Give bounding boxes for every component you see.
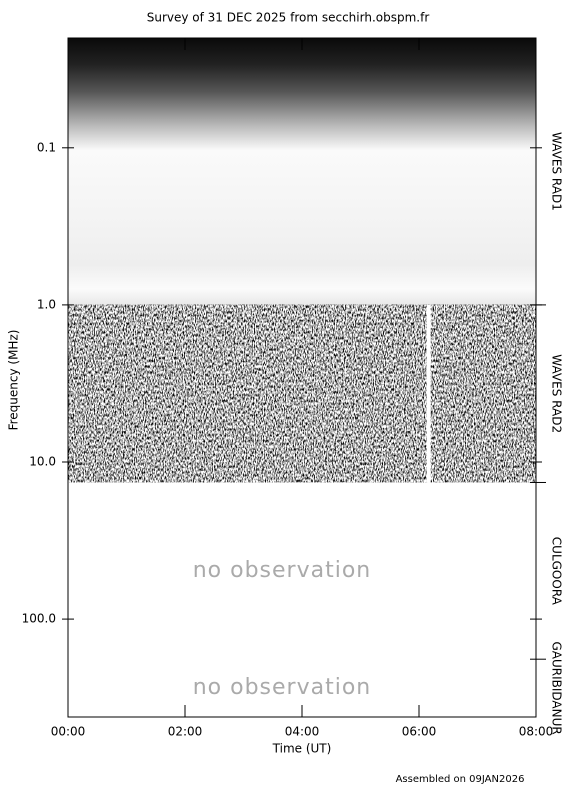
- band-label: GAURIBIDANUR: [550, 641, 564, 734]
- band-label: WAVES RAD1: [550, 132, 564, 211]
- y-tick-label: 1.0: [37, 297, 56, 311]
- x-tick-label: 06:00: [402, 725, 437, 739]
- x-axis-label: Time (UT): [272, 742, 332, 756]
- band-label: CULGOORA: [550, 537, 564, 606]
- y-axis-label: Frequency (MHz): [7, 330, 21, 431]
- x-tick-label: 00:00: [51, 725, 86, 739]
- band-spectrum: [68, 38, 536, 305]
- x-tick-label: 08:00: [519, 725, 554, 739]
- data-gap: [426, 304, 431, 483]
- x-tick-label: 04:00: [285, 725, 320, 739]
- x-tick-label: 02:00: [168, 725, 203, 739]
- chart-title: Survey of 31 DEC 2025 from secchirh.obsp…: [147, 11, 430, 25]
- band-spectrum: [68, 304, 536, 483]
- y-tick-label: 0.1: [37, 140, 56, 154]
- no-observation-note: no observation: [193, 558, 372, 583]
- no-observation-note: no observation: [193, 675, 372, 700]
- y-tick-label: 100.0: [22, 612, 56, 626]
- footer: Assembled on 09JAN2026: [396, 774, 525, 785]
- band-label: WAVES RAD2: [550, 354, 564, 433]
- y-tick-label: 10.0: [29, 454, 56, 468]
